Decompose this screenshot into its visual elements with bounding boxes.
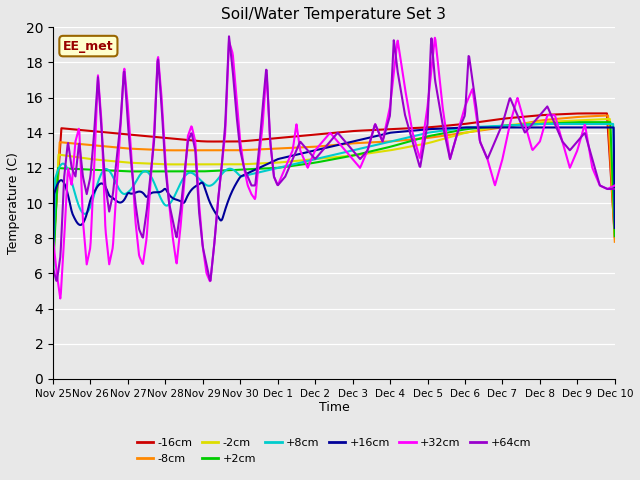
+32cm	[431, 35, 438, 41]
+64cm	[278, 179, 285, 184]
-8cm	[106, 144, 114, 150]
Line: +32cm: +32cm	[53, 38, 615, 299]
+32cm	[277, 176, 285, 181]
+16cm	[611, 225, 619, 231]
-8cm	[611, 239, 619, 245]
Title: Soil/Water Temperature Set 3: Soil/Water Temperature Set 3	[221, 7, 446, 22]
+8cm	[49, 278, 57, 284]
-2cm	[606, 116, 614, 122]
-2cm	[435, 137, 443, 143]
-16cm	[611, 234, 619, 240]
+8cm	[435, 128, 443, 134]
+8cm	[487, 123, 495, 129]
+2cm	[276, 165, 284, 170]
Line: +64cm: +64cm	[53, 36, 615, 281]
+32cm	[499, 156, 506, 162]
-16cm	[487, 118, 495, 123]
+16cm	[463, 125, 470, 131]
Y-axis label: Temperature (C): Temperature (C)	[7, 152, 20, 254]
+32cm	[49, 235, 57, 241]
-2cm	[106, 158, 114, 164]
-2cm	[487, 125, 495, 131]
Line: -2cm: -2cm	[53, 119, 615, 266]
-8cm	[296, 144, 304, 150]
+2cm	[579, 120, 587, 125]
X-axis label: Time: Time	[319, 401, 349, 414]
+64cm	[488, 145, 496, 151]
-2cm	[611, 233, 619, 239]
+64cm	[436, 106, 444, 111]
+64cm	[49, 265, 57, 271]
+8cm	[497, 123, 505, 129]
-16cm	[49, 251, 57, 256]
-8cm	[276, 145, 284, 151]
+64cm	[225, 34, 233, 39]
+16cm	[488, 125, 495, 131]
+16cm	[296, 151, 304, 156]
+32cm	[107, 253, 115, 259]
+16cm	[498, 125, 506, 131]
-16cm	[435, 123, 443, 129]
+16cm	[106, 194, 114, 200]
-8cm	[604, 113, 612, 119]
-2cm	[296, 157, 304, 163]
+16cm	[49, 266, 57, 272]
Text: EE_met: EE_met	[63, 39, 114, 53]
+32cm	[488, 173, 496, 179]
+2cm	[497, 123, 505, 129]
+2cm	[49, 271, 57, 276]
-2cm	[497, 123, 505, 129]
-8cm	[435, 133, 443, 139]
-16cm	[497, 116, 505, 122]
-8cm	[487, 126, 495, 132]
-16cm	[276, 135, 284, 141]
Line: +8cm: +8cm	[53, 124, 615, 281]
Legend: -16cm, -8cm, -2cm, +2cm, +8cm, +16cm, +32cm, +64cm: -16cm, -8cm, -2cm, +2cm, +8cm, +16cm, +3…	[132, 434, 536, 468]
Line: -8cm: -8cm	[53, 116, 615, 255]
-16cm	[106, 130, 114, 136]
-8cm	[497, 125, 505, 131]
+8cm	[296, 160, 304, 166]
+2cm	[106, 168, 114, 173]
+2cm	[435, 132, 443, 137]
+64cm	[611, 186, 619, 192]
+16cm	[435, 126, 443, 132]
-8cm	[49, 252, 57, 258]
+8cm	[538, 121, 546, 127]
Line: -16cm: -16cm	[53, 113, 615, 253]
+32cm	[297, 149, 305, 155]
+16cm	[276, 156, 284, 161]
+32cm	[611, 182, 619, 188]
+64cm	[53, 278, 61, 284]
+64cm	[107, 201, 115, 206]
+2cm	[611, 233, 619, 239]
+32cm	[56, 296, 64, 301]
+2cm	[487, 124, 495, 130]
+8cm	[611, 216, 619, 222]
Line: +2cm: +2cm	[53, 122, 615, 274]
+8cm	[276, 165, 284, 170]
Line: +16cm: +16cm	[53, 128, 615, 269]
+64cm	[499, 121, 506, 127]
+32cm	[436, 79, 444, 85]
-2cm	[276, 159, 284, 165]
-16cm	[582, 110, 590, 116]
+2cm	[296, 162, 304, 168]
+8cm	[106, 169, 114, 175]
-2cm	[49, 264, 57, 269]
-16cm	[296, 133, 304, 139]
+64cm	[298, 140, 305, 146]
